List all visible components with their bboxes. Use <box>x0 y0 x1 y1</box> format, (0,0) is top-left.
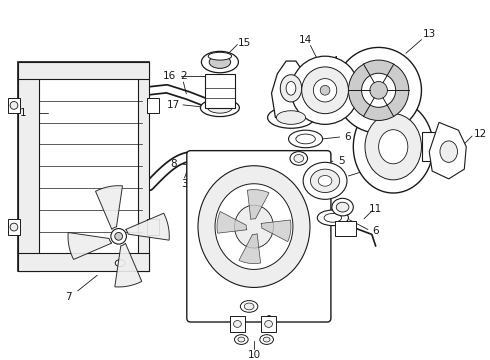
Ellipse shape <box>111 229 126 244</box>
Polygon shape <box>68 233 112 260</box>
Text: 4: 4 <box>368 164 375 174</box>
Polygon shape <box>96 186 122 229</box>
Bar <box>18 62 149 271</box>
Ellipse shape <box>10 223 18 231</box>
Ellipse shape <box>200 99 240 117</box>
Ellipse shape <box>314 78 337 102</box>
Polygon shape <box>115 243 142 287</box>
Text: 4: 4 <box>332 56 338 66</box>
Ellipse shape <box>370 81 388 99</box>
Ellipse shape <box>336 48 421 133</box>
Ellipse shape <box>362 73 395 107</box>
Ellipse shape <box>303 162 347 199</box>
Ellipse shape <box>201 51 239 73</box>
FancyBboxPatch shape <box>187 150 331 322</box>
Ellipse shape <box>365 114 421 180</box>
Ellipse shape <box>317 210 348 226</box>
Ellipse shape <box>208 103 232 113</box>
Ellipse shape <box>336 202 349 212</box>
Bar <box>8 219 20 235</box>
Text: 6: 6 <box>344 132 351 142</box>
Bar <box>18 62 149 79</box>
Ellipse shape <box>235 335 248 345</box>
Text: 15: 15 <box>238 37 251 48</box>
Text: 7: 7 <box>65 292 72 302</box>
Ellipse shape <box>324 213 342 222</box>
Text: 3: 3 <box>181 179 188 189</box>
Ellipse shape <box>238 337 245 342</box>
Text: 13: 13 <box>422 29 436 39</box>
Polygon shape <box>217 212 247 233</box>
Text: 9: 9 <box>265 315 272 325</box>
Bar <box>147 219 159 235</box>
Text: 17: 17 <box>167 100 180 110</box>
Ellipse shape <box>215 184 293 269</box>
Polygon shape <box>247 190 269 220</box>
Ellipse shape <box>348 60 409 121</box>
Ellipse shape <box>291 56 359 124</box>
Ellipse shape <box>260 335 273 345</box>
Ellipse shape <box>10 102 18 109</box>
Text: 6: 6 <box>372 226 379 237</box>
Text: 2: 2 <box>180 71 187 81</box>
Ellipse shape <box>265 320 272 327</box>
Text: 8: 8 <box>170 159 176 169</box>
Ellipse shape <box>320 85 330 95</box>
Ellipse shape <box>302 67 348 114</box>
Ellipse shape <box>290 152 308 165</box>
Ellipse shape <box>353 100 433 193</box>
Polygon shape <box>125 213 169 240</box>
Ellipse shape <box>440 141 458 162</box>
Text: 12: 12 <box>474 129 488 139</box>
Ellipse shape <box>234 320 242 327</box>
Ellipse shape <box>244 303 254 310</box>
Polygon shape <box>239 234 261 264</box>
Text: 1: 1 <box>20 108 26 118</box>
Text: 14: 14 <box>299 35 312 45</box>
Ellipse shape <box>379 130 408 164</box>
Bar <box>261 316 276 332</box>
Ellipse shape <box>296 134 316 144</box>
Polygon shape <box>429 122 466 179</box>
Bar <box>205 74 235 108</box>
Ellipse shape <box>208 52 232 60</box>
Ellipse shape <box>318 175 332 186</box>
Text: 10: 10 <box>247 350 261 360</box>
Ellipse shape <box>289 130 322 148</box>
Text: 16: 16 <box>163 71 176 81</box>
Ellipse shape <box>276 111 306 124</box>
Polygon shape <box>271 61 311 117</box>
Bar <box>8 98 20 113</box>
Ellipse shape <box>115 233 122 240</box>
Ellipse shape <box>241 301 258 312</box>
Ellipse shape <box>332 198 353 216</box>
Text: 5: 5 <box>338 156 345 166</box>
Ellipse shape <box>268 107 315 128</box>
Bar <box>138 62 149 271</box>
Bar <box>18 62 39 271</box>
Ellipse shape <box>198 166 310 287</box>
Ellipse shape <box>209 56 231 68</box>
Text: 11: 11 <box>369 204 382 214</box>
Ellipse shape <box>263 337 270 342</box>
Ellipse shape <box>280 75 302 102</box>
Bar <box>230 316 245 332</box>
Bar <box>18 253 149 271</box>
Ellipse shape <box>235 205 273 248</box>
Bar <box>335 221 356 236</box>
Polygon shape <box>261 220 291 242</box>
Bar <box>147 98 159 113</box>
Ellipse shape <box>115 260 125 266</box>
Bar <box>422 132 450 161</box>
Ellipse shape <box>286 81 296 95</box>
Ellipse shape <box>294 154 304 162</box>
Ellipse shape <box>311 169 340 193</box>
